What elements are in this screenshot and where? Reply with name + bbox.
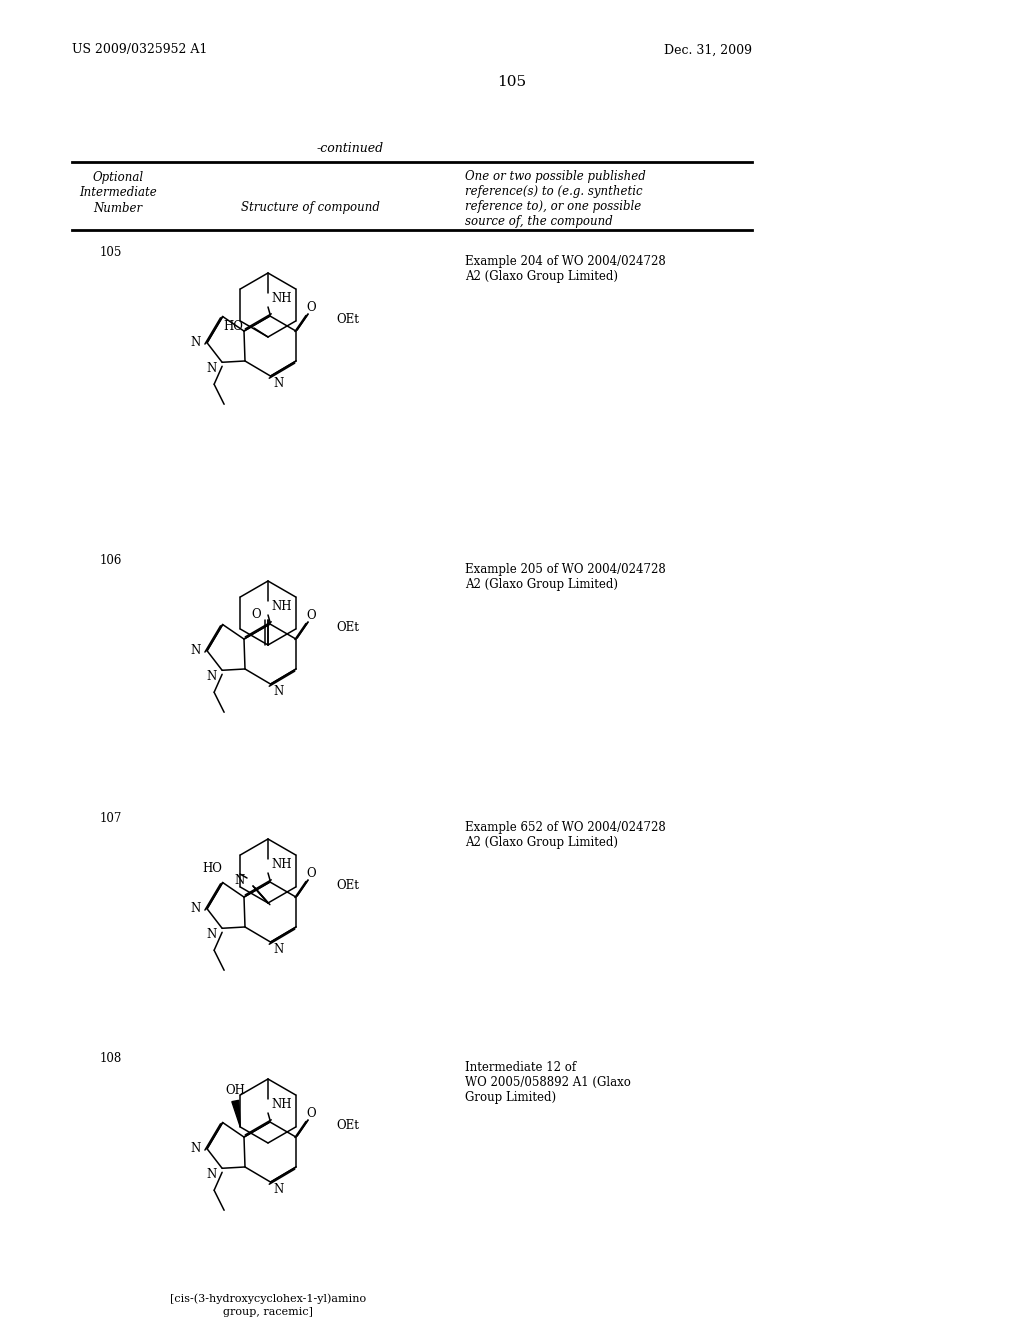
Text: NH: NH <box>271 1097 292 1110</box>
Text: OEt: OEt <box>336 313 358 326</box>
Text: Example 204 of WO 2004/024728: Example 204 of WO 2004/024728 <box>465 255 666 268</box>
Text: Group Limited): Group Limited) <box>465 1092 556 1104</box>
Text: N: N <box>190 337 201 350</box>
Text: O: O <box>306 867 315 879</box>
Text: -continued: -continued <box>316 141 384 154</box>
Text: US 2009/0325952 A1: US 2009/0325952 A1 <box>72 44 208 57</box>
Text: A2 (Glaxo Group Limited): A2 (Glaxo Group Limited) <box>465 271 618 282</box>
Text: 105: 105 <box>100 246 123 259</box>
Text: N: N <box>207 669 217 682</box>
Text: reference(s) to (e.g. synthetic: reference(s) to (e.g. synthetic <box>465 185 643 198</box>
Text: HO: HO <box>202 862 222 875</box>
Text: N: N <box>273 685 284 697</box>
Text: 106: 106 <box>100 553 123 566</box>
Text: N: N <box>234 874 245 887</box>
Text: Example 652 of WO 2004/024728: Example 652 of WO 2004/024728 <box>465 821 666 834</box>
Text: O: O <box>306 1106 315 1119</box>
Text: Number: Number <box>93 202 142 214</box>
Text: N: N <box>190 903 201 915</box>
Text: Intermediate 12 of: Intermediate 12 of <box>465 1061 577 1074</box>
Text: NH: NH <box>271 292 292 305</box>
Polygon shape <box>231 1101 241 1127</box>
Text: N: N <box>207 928 217 941</box>
Text: Intermediate: Intermediate <box>79 186 157 199</box>
Text: N: N <box>190 644 201 657</box>
Text: Example 205 of WO 2004/024728: Example 205 of WO 2004/024728 <box>465 564 666 576</box>
Text: A2 (Glaxo Group Limited): A2 (Glaxo Group Limited) <box>465 578 618 591</box>
Text: O: O <box>306 301 315 314</box>
Text: One or two possible published: One or two possible published <box>465 170 646 183</box>
Text: OEt: OEt <box>336 1118 358 1131</box>
Text: 107: 107 <box>100 812 123 825</box>
Text: O: O <box>251 609 261 622</box>
Text: O: O <box>306 609 315 622</box>
Text: N: N <box>207 362 217 375</box>
Text: NH: NH <box>271 858 292 870</box>
Text: N: N <box>207 1168 217 1181</box>
Text: OH: OH <box>225 1085 245 1097</box>
Text: HO: HO <box>223 321 243 334</box>
Text: OEt: OEt <box>336 620 358 634</box>
Text: reference to), or one possible: reference to), or one possible <box>465 201 641 213</box>
Text: 105: 105 <box>498 75 526 88</box>
Text: N: N <box>273 1183 284 1196</box>
Text: A2 (Glaxo Group Limited): A2 (Glaxo Group Limited) <box>465 836 618 849</box>
Text: 108: 108 <box>100 1052 122 1064</box>
Text: [cis-(3-hydroxycyclohex-1-yl)amino: [cis-(3-hydroxycyclohex-1-yl)amino <box>170 1294 366 1304</box>
Text: WO 2005/058892 A1 (Glaxo: WO 2005/058892 A1 (Glaxo <box>465 1076 631 1089</box>
Text: N: N <box>273 376 284 389</box>
Text: group, racemic]: group, racemic] <box>223 1307 313 1317</box>
Text: N: N <box>273 942 284 956</box>
Text: source of, the compound: source of, the compound <box>465 215 612 228</box>
Text: N: N <box>190 1142 201 1155</box>
Text: Structure of compound: Structure of compound <box>241 202 380 214</box>
Text: NH: NH <box>271 599 292 612</box>
Text: OEt: OEt <box>336 879 358 891</box>
Text: Dec. 31, 2009: Dec. 31, 2009 <box>664 44 752 57</box>
Text: Optional: Optional <box>92 172 143 185</box>
